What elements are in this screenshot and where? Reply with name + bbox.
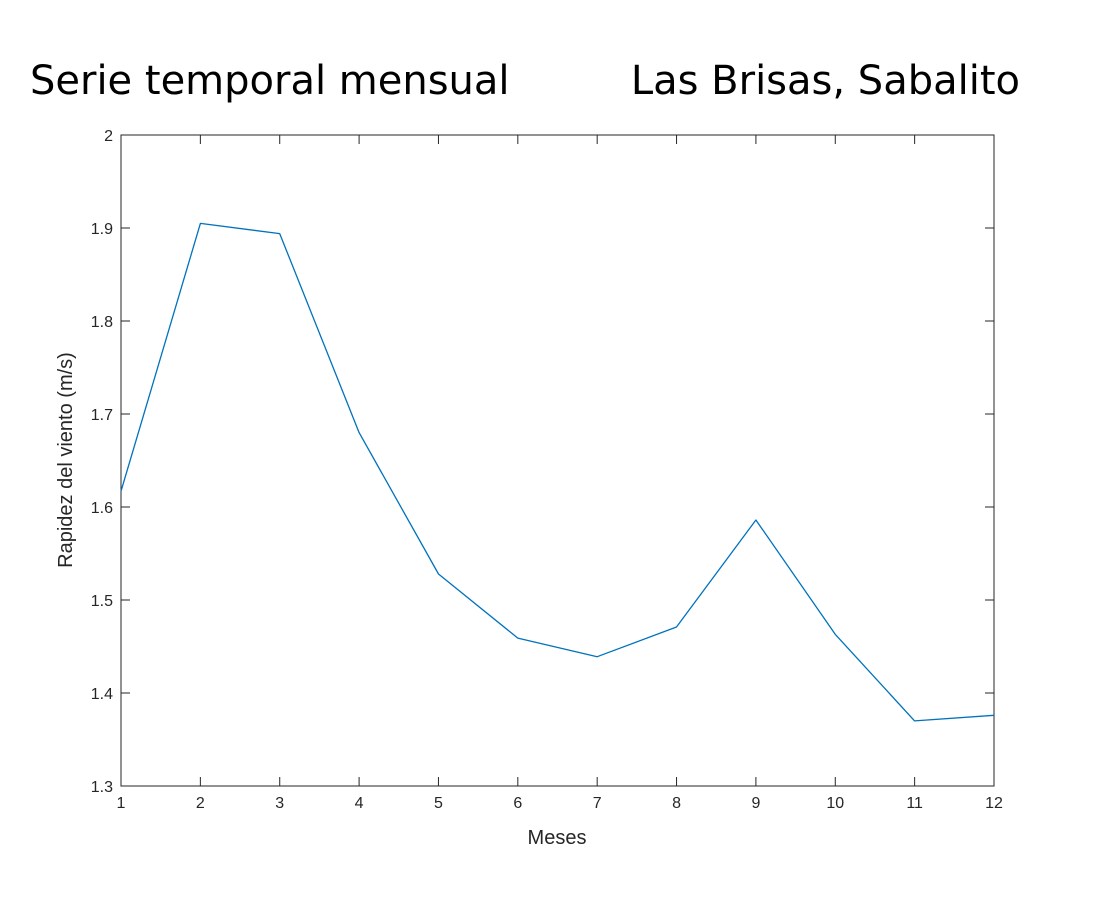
x-tick-label: 3 <box>275 795 284 812</box>
y-tick-label: 1.8 <box>91 314 113 331</box>
y-axis-label: Rapidez del viento (m/s) <box>55 352 77 568</box>
x-axis: 1 2 3 4 5 6 7 8 9 10 11 12 <box>117 135 1003 812</box>
y-tick-label: 1.4 <box>91 686 113 703</box>
chart-title: Serie temporal mensual <box>30 58 510 104</box>
y-tick-label: 1.3 <box>91 779 113 796</box>
x-tick-label: 6 <box>513 795 522 812</box>
x-tick-label: 10 <box>826 795 844 812</box>
x-tick-label: 5 <box>434 795 443 812</box>
y-tick-label: 1.5 <box>91 593 113 610</box>
y-tick-label: 1.9 <box>91 221 113 238</box>
x-tick-label: 12 <box>985 795 1003 812</box>
y-tick-label: 2 <box>104 128 113 145</box>
x-tick-label: 9 <box>751 795 760 812</box>
x-tick-label: 11 <box>906 795 923 812</box>
plot-area: 1.31.41.51.61.71.81.92 1 2 3 4 5 6 7 8 9 10 11 12 <box>91 128 1003 812</box>
series-line <box>120 222 995 722</box>
y-tick-label: 1.7 <box>91 407 113 424</box>
x-tick-label: 8 <box>672 795 681 812</box>
y-tick-label: 1.6 <box>91 500 113 517</box>
chart-subtitle: Las Brisas, Sabalito <box>631 58 1020 104</box>
x-axis-label: Meses <box>528 827 587 849</box>
x-tick-label: 1 <box>117 795 126 812</box>
x-tick-label: 7 <box>593 795 602 812</box>
plot-frame <box>120 134 995 787</box>
series-layer <box>120 222 995 722</box>
x-tick-label: 2 <box>196 795 205 812</box>
y-axis: 1.3 1.4 1.5 1.6 1.7 1.8 1.9 2 <box>91 128 994 796</box>
x-tick-label: 4 <box>355 795 364 812</box>
